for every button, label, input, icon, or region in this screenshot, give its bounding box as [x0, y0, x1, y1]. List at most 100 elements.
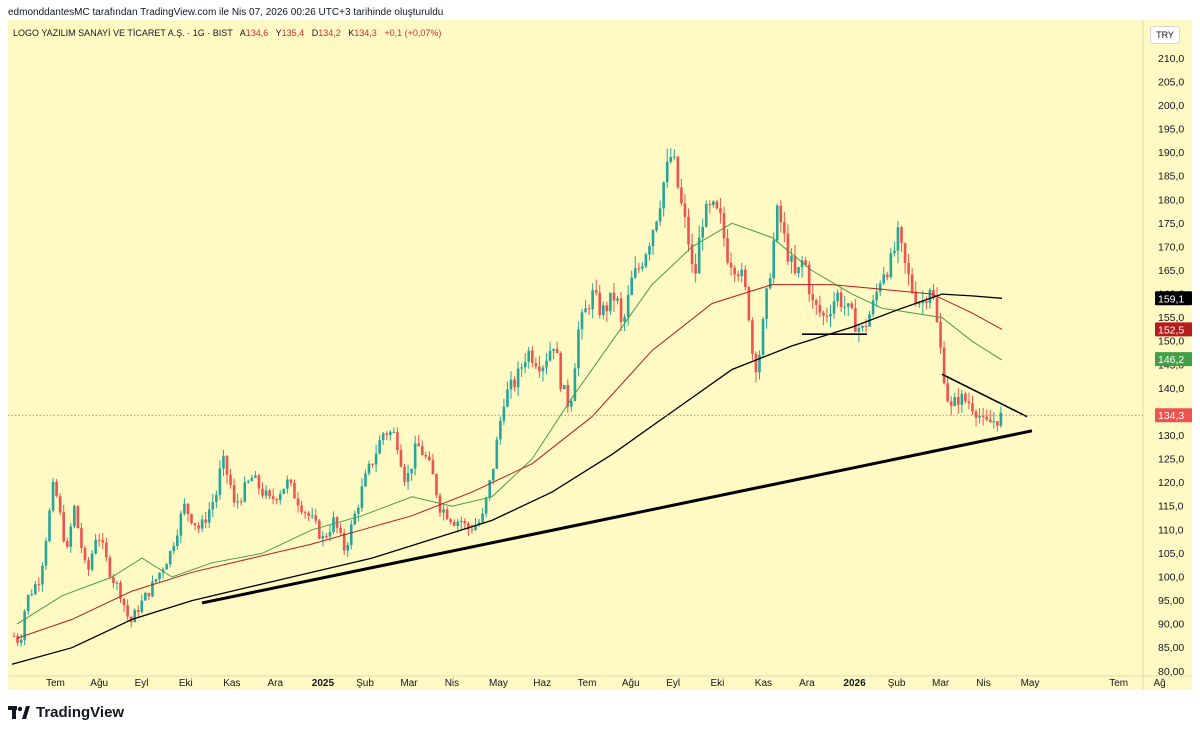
- candle-body: [207, 509, 211, 523]
- candle-body: [633, 268, 637, 278]
- candle-body: [392, 432, 396, 434]
- candle-body: [687, 216, 690, 245]
- y-tick-label: 165,0: [1158, 265, 1184, 277]
- candle-body: [878, 283, 882, 292]
- candle-body: [697, 237, 701, 274]
- price-chart[interactable]: 210,0 205,0 200,0 195,0 190,0 185,0 180,0 175,0…: [8, 20, 1192, 690]
- candle-body: [403, 466, 406, 482]
- candle-body: [80, 528, 83, 548]
- candle-body: [637, 268, 641, 270]
- candle-body: [736, 274, 740, 277]
- tradingview-logo-text: TradingView: [36, 704, 125, 721]
- candle-body: [65, 541, 69, 547]
- y-tick-label: 85,00: [1158, 642, 1184, 654]
- moving-average-line-3: [11, 293, 1003, 665]
- high-label: Y: [275, 28, 282, 38]
- candle-body: [786, 233, 790, 262]
- candle-body: [26, 594, 30, 612]
- y-tick-label: 90,00: [1158, 619, 1184, 631]
- x-tick-label: Eyl: [135, 678, 149, 689]
- low-label: D: [311, 28, 319, 38]
- candle-body: [580, 312, 584, 330]
- y-tick-label: 155,0: [1158, 312, 1184, 324]
- candle-body: [499, 420, 502, 440]
- candle-body: [783, 222, 786, 234]
- candle-body: [353, 513, 357, 525]
- candle-body: [467, 523, 470, 530]
- candle-body: [893, 250, 896, 254]
- candle-body: [641, 266, 644, 269]
- candle-body: [722, 213, 726, 239]
- candle-body: [136, 610, 140, 613]
- candle-body: [144, 592, 147, 601]
- candle-body: [534, 363, 538, 367]
- candle-body: [541, 367, 545, 372]
- candle-body: [378, 440, 381, 454]
- candle-body: [520, 367, 523, 369]
- candle-body: [744, 269, 747, 288]
- candle-body: [506, 389, 509, 407]
- candle-body: [658, 208, 662, 222]
- candle-body: [488, 480, 491, 498]
- x-tick-label: Eki: [711, 678, 725, 689]
- y-tick-label: 95,00: [1158, 595, 1184, 607]
- candle-body: [158, 572, 161, 580]
- candle-body: [176, 535, 179, 547]
- candle-body: [935, 297, 939, 322]
- candle-body: [374, 453, 378, 465]
- x-tick-label: Ağ: [1154, 678, 1166, 689]
- candle-body: [438, 495, 442, 513]
- candle-body: [829, 313, 832, 317]
- moving-average-line-1: [16, 222, 1003, 625]
- currency-button[interactable]: TRY: [1150, 26, 1180, 44]
- y-tick-label: 130,0: [1158, 430, 1184, 442]
- candle-body: [190, 514, 193, 524]
- y-tick-label: 110,0: [1158, 524, 1184, 536]
- chart-area[interactable]: 210,0 205,0 200,0 195,0 190,0 185,0 180,0 175,0…: [8, 20, 1192, 690]
- candle-body: [275, 499, 278, 501]
- candle-body: [729, 262, 733, 268]
- candle-body: [225, 455, 229, 475]
- candle-body: [981, 416, 985, 418]
- candle-body: [101, 540, 105, 543]
- tradingview-logo[interactable]: TradingView: [8, 704, 124, 721]
- candle-body: [442, 509, 445, 513]
- candle-body: [591, 290, 594, 310]
- candle-body: [797, 267, 800, 274]
- candle-body: [942, 347, 946, 384]
- candle-body: [570, 401, 573, 407]
- y-tick-label: 190,0: [1158, 147, 1184, 159]
- candle-body: [775, 205, 779, 241]
- candle-body: [239, 501, 243, 503]
- candle-body: [314, 515, 318, 521]
- y-tick-label: 140,0: [1158, 383, 1184, 395]
- candle-body: [971, 403, 974, 412]
- candle-body: [229, 474, 232, 486]
- candle-body: [417, 443, 420, 447]
- candle-body: [598, 292, 602, 316]
- candle-body: [105, 542, 108, 558]
- close-label: K: [348, 28, 355, 38]
- candle-body: [371, 463, 374, 465]
- candle-body: [154, 579, 158, 582]
- x-tick-label: 2026: [843, 678, 866, 689]
- candle-body: [268, 490, 271, 497]
- candle-body: [179, 513, 183, 536]
- candle-body: [751, 320, 754, 354]
- high-value: 135,4: [281, 28, 305, 38]
- candle-body: [992, 421, 996, 423]
- candle-body: [328, 532, 332, 537]
- candle-body: [360, 486, 364, 508]
- candle-body: [804, 260, 807, 265]
- candle-body: [243, 482, 247, 502]
- candle-body: [825, 315, 829, 317]
- candle-body: [126, 605, 129, 617]
- candle-body: [389, 432, 392, 435]
- candle-body: [882, 274, 886, 284]
- candle-body: [545, 360, 548, 368]
- candle-body: [474, 525, 477, 531]
- candle-body: [452, 522, 456, 526]
- candle-body: [346, 545, 349, 551]
- price-label-text: 146,2: [1158, 354, 1184, 366]
- candle-body: [665, 161, 669, 183]
